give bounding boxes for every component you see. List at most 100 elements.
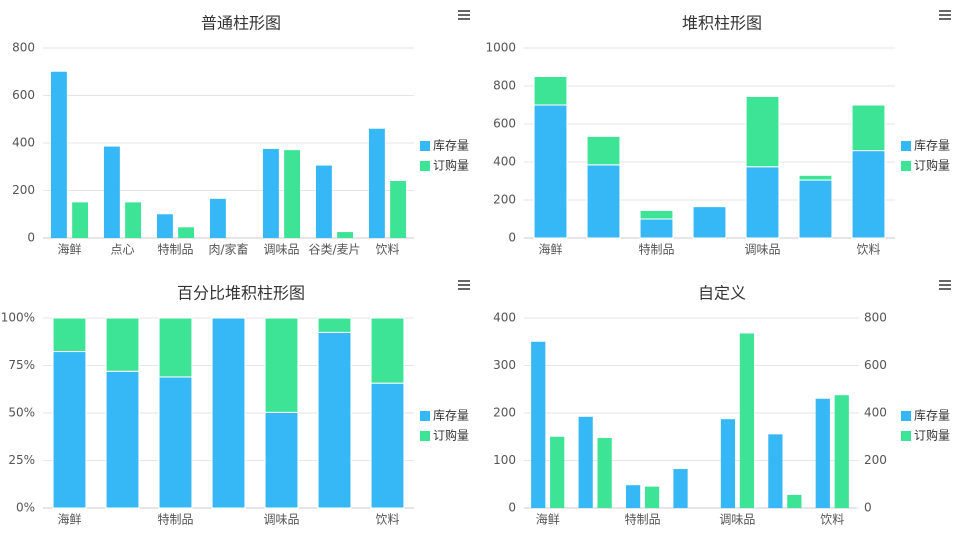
legend-swatch[interactable] xyxy=(420,141,430,151)
y2-tick-label: 0 xyxy=(864,501,872,515)
bar xyxy=(798,179,833,239)
bar xyxy=(533,104,568,239)
bar xyxy=(317,331,352,509)
bar xyxy=(851,150,886,239)
y2-tick-label: 200 xyxy=(864,453,887,467)
bar xyxy=(739,333,755,508)
legend-swatch[interactable] xyxy=(420,431,430,441)
bar xyxy=(337,232,354,238)
y-tick-label: 1000 xyxy=(485,41,516,55)
x-tick-label: 点心 xyxy=(110,243,134,257)
bar xyxy=(264,411,299,509)
bar xyxy=(315,165,332,238)
bar xyxy=(211,317,246,509)
x-tick-label: 调味品 xyxy=(744,243,780,257)
x-tick-label: 饮料 xyxy=(820,513,844,527)
bar xyxy=(368,128,385,238)
bar xyxy=(644,486,660,508)
bar xyxy=(531,341,546,508)
chart-title: 自定义 xyxy=(698,284,746,303)
legend-swatch[interactable] xyxy=(901,161,911,171)
y-tick-label: 0 xyxy=(27,231,35,245)
legend-label[interactable]: 订购量 xyxy=(433,428,469,443)
bar xyxy=(851,104,886,152)
x-tick-label: 肉/家畜 xyxy=(208,242,248,257)
y-tick-label: 400 xyxy=(12,136,35,150)
bar xyxy=(720,419,736,508)
bar xyxy=(103,146,120,238)
bar xyxy=(745,95,780,168)
x-tick-label: 调味品 xyxy=(263,243,299,257)
bar xyxy=(72,202,89,238)
legend-swatch[interactable] xyxy=(901,141,911,151)
x-tick-label: 饮料 xyxy=(375,243,399,257)
y-tick-label: 100 xyxy=(493,453,516,467)
y-tick-label: 300 xyxy=(493,358,516,372)
bar xyxy=(834,395,849,508)
y-tick-label: 400 xyxy=(493,155,516,169)
bar xyxy=(370,317,405,384)
bar xyxy=(52,351,87,509)
legend-swatch[interactable] xyxy=(901,431,911,441)
bar xyxy=(317,317,352,333)
bar xyxy=(586,164,621,239)
y-tick-label: 50% xyxy=(8,406,35,420)
y-tick-label: 200 xyxy=(493,406,516,420)
bar xyxy=(533,76,568,106)
legend-label[interactable]: 订购量 xyxy=(914,158,950,173)
bar xyxy=(284,150,301,238)
y-tick-label: 800 xyxy=(493,79,516,93)
chart-title: 普通柱形图 xyxy=(201,14,281,33)
legend-label[interactable]: 库存量 xyxy=(433,138,469,153)
legend-label[interactable]: 库存量 xyxy=(914,138,950,153)
x-tick-label: 海鲜 xyxy=(536,512,560,527)
y-tick-label: 200 xyxy=(493,193,516,207)
x-tick-label: 特制品 xyxy=(625,512,661,527)
x-tick-label: 海鲜 xyxy=(538,242,562,257)
x-tick-label: 海鲜 xyxy=(57,242,81,257)
bar xyxy=(745,166,780,239)
x-tick-label: 海鲜 xyxy=(57,512,81,527)
bar xyxy=(550,436,565,508)
bar xyxy=(815,398,830,508)
bar xyxy=(178,227,195,238)
x-tick-label: 调味品 xyxy=(263,513,299,527)
y-tick-label: 75% xyxy=(8,358,35,372)
bar xyxy=(692,206,727,239)
legend-label[interactable]: 订购量 xyxy=(914,428,950,443)
y-tick-label: 400 xyxy=(493,311,516,325)
bar xyxy=(262,148,279,238)
bar xyxy=(50,71,67,238)
x-tick-label: 饮料 xyxy=(856,243,880,257)
y-tick-label: 0 xyxy=(508,501,516,515)
bar xyxy=(156,214,173,238)
x-tick-label: 特制品 xyxy=(638,242,674,257)
legend-swatch[interactable] xyxy=(420,411,430,421)
legend-label[interactable]: 库存量 xyxy=(914,408,950,423)
legend-swatch[interactable] xyxy=(901,411,911,421)
y2-tick-label: 800 xyxy=(864,311,887,325)
bar xyxy=(209,198,226,238)
legend-label[interactable]: 订购量 xyxy=(433,158,469,173)
bar xyxy=(625,485,641,508)
y-tick-label: 0% xyxy=(16,501,35,515)
bar xyxy=(597,437,612,508)
bar xyxy=(158,317,193,378)
y-tick-label: 100% xyxy=(1,311,35,325)
legend-swatch[interactable] xyxy=(420,161,430,171)
x-tick-label: 特制品 xyxy=(157,242,193,257)
y2-tick-label: 600 xyxy=(864,358,887,372)
bar xyxy=(264,317,299,413)
bar xyxy=(52,317,87,353)
bar xyxy=(158,376,193,509)
bar xyxy=(673,469,688,508)
bar xyxy=(370,382,405,509)
y-tick-label: 600 xyxy=(12,88,35,102)
legend-label[interactable]: 库存量 xyxy=(433,408,469,423)
y-tick-label: 600 xyxy=(493,117,516,131)
y-tick-label: 25% xyxy=(8,453,35,467)
chart-title: 百分比堆积柱形图 xyxy=(177,284,305,303)
bar xyxy=(390,181,407,238)
bar xyxy=(586,135,621,166)
